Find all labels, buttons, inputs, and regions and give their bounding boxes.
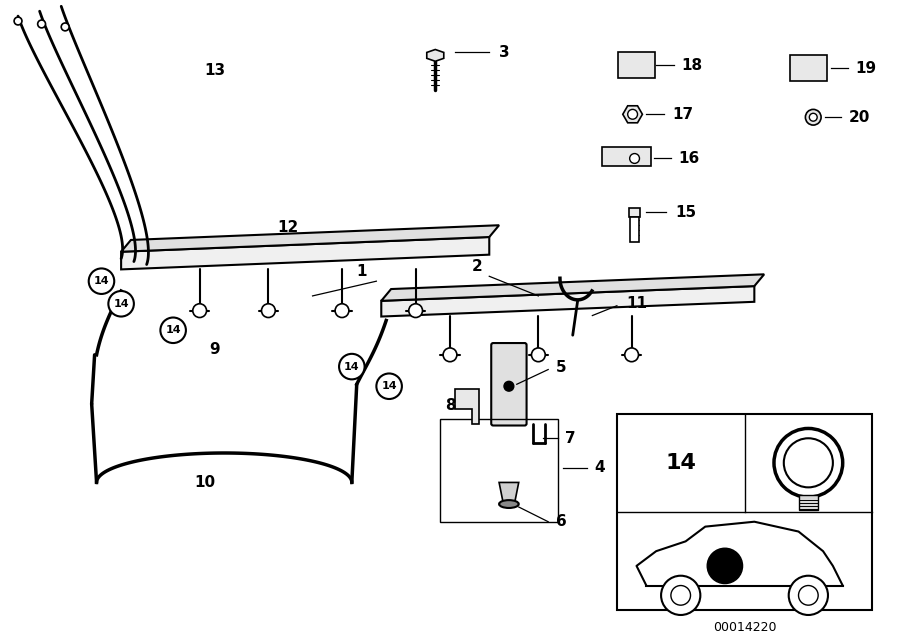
Text: 16: 16 bbox=[679, 151, 700, 166]
Text: 17: 17 bbox=[672, 107, 693, 122]
Text: 14: 14 bbox=[382, 381, 397, 391]
Text: 12: 12 bbox=[277, 220, 299, 235]
Circle shape bbox=[376, 373, 402, 399]
Circle shape bbox=[670, 585, 690, 605]
Circle shape bbox=[788, 576, 828, 615]
Circle shape bbox=[14, 17, 22, 25]
Text: 3: 3 bbox=[500, 45, 509, 60]
Circle shape bbox=[193, 304, 206, 318]
Circle shape bbox=[409, 304, 422, 318]
Bar bbox=[616, 414, 872, 610]
Circle shape bbox=[504, 382, 514, 391]
Circle shape bbox=[627, 109, 637, 119]
Bar bbox=[629, 208, 641, 217]
Text: 8: 8 bbox=[445, 398, 455, 413]
Circle shape bbox=[532, 348, 545, 362]
Circle shape bbox=[443, 348, 457, 362]
Text: 15: 15 bbox=[676, 205, 697, 220]
Circle shape bbox=[809, 113, 817, 121]
Text: 11: 11 bbox=[626, 297, 648, 311]
Circle shape bbox=[335, 304, 349, 318]
Text: 14: 14 bbox=[113, 299, 129, 309]
Circle shape bbox=[707, 548, 742, 584]
Bar bbox=[630, 217, 640, 242]
Polygon shape bbox=[382, 274, 764, 301]
Circle shape bbox=[108, 291, 134, 316]
Text: 2: 2 bbox=[472, 259, 483, 274]
Text: 9: 9 bbox=[209, 342, 220, 358]
Circle shape bbox=[798, 585, 818, 605]
Text: 4: 4 bbox=[594, 460, 605, 475]
Circle shape bbox=[806, 109, 821, 125]
Circle shape bbox=[630, 154, 640, 163]
Circle shape bbox=[38, 20, 46, 28]
Bar bbox=[440, 418, 558, 522]
FancyBboxPatch shape bbox=[618, 53, 655, 78]
Text: 7: 7 bbox=[565, 431, 575, 446]
Text: 14: 14 bbox=[166, 325, 181, 335]
Circle shape bbox=[160, 318, 186, 343]
Circle shape bbox=[662, 576, 700, 615]
Text: 10: 10 bbox=[194, 475, 215, 490]
Bar bbox=[602, 147, 652, 166]
Circle shape bbox=[625, 348, 638, 362]
Polygon shape bbox=[427, 50, 444, 61]
Polygon shape bbox=[454, 389, 480, 424]
Text: 14: 14 bbox=[344, 361, 360, 371]
Text: 14: 14 bbox=[665, 453, 696, 473]
Text: 20: 20 bbox=[849, 110, 870, 124]
Text: 00014220: 00014220 bbox=[713, 621, 777, 634]
Polygon shape bbox=[500, 483, 518, 502]
Ellipse shape bbox=[500, 500, 518, 508]
Text: 13: 13 bbox=[203, 63, 225, 77]
Polygon shape bbox=[122, 237, 490, 269]
Text: 6: 6 bbox=[556, 514, 567, 529]
Text: 5: 5 bbox=[556, 360, 567, 375]
FancyBboxPatch shape bbox=[491, 343, 526, 425]
Circle shape bbox=[61, 23, 69, 31]
Text: 18: 18 bbox=[681, 58, 703, 72]
Polygon shape bbox=[122, 225, 500, 251]
FancyBboxPatch shape bbox=[789, 55, 827, 81]
Text: 1: 1 bbox=[356, 264, 367, 279]
Circle shape bbox=[262, 304, 275, 318]
Text: 19: 19 bbox=[856, 61, 877, 76]
Bar bbox=[798, 495, 818, 510]
Text: 14: 14 bbox=[94, 276, 109, 286]
Polygon shape bbox=[623, 106, 643, 123]
Polygon shape bbox=[382, 286, 754, 316]
Circle shape bbox=[339, 354, 365, 379]
Circle shape bbox=[89, 269, 114, 294]
